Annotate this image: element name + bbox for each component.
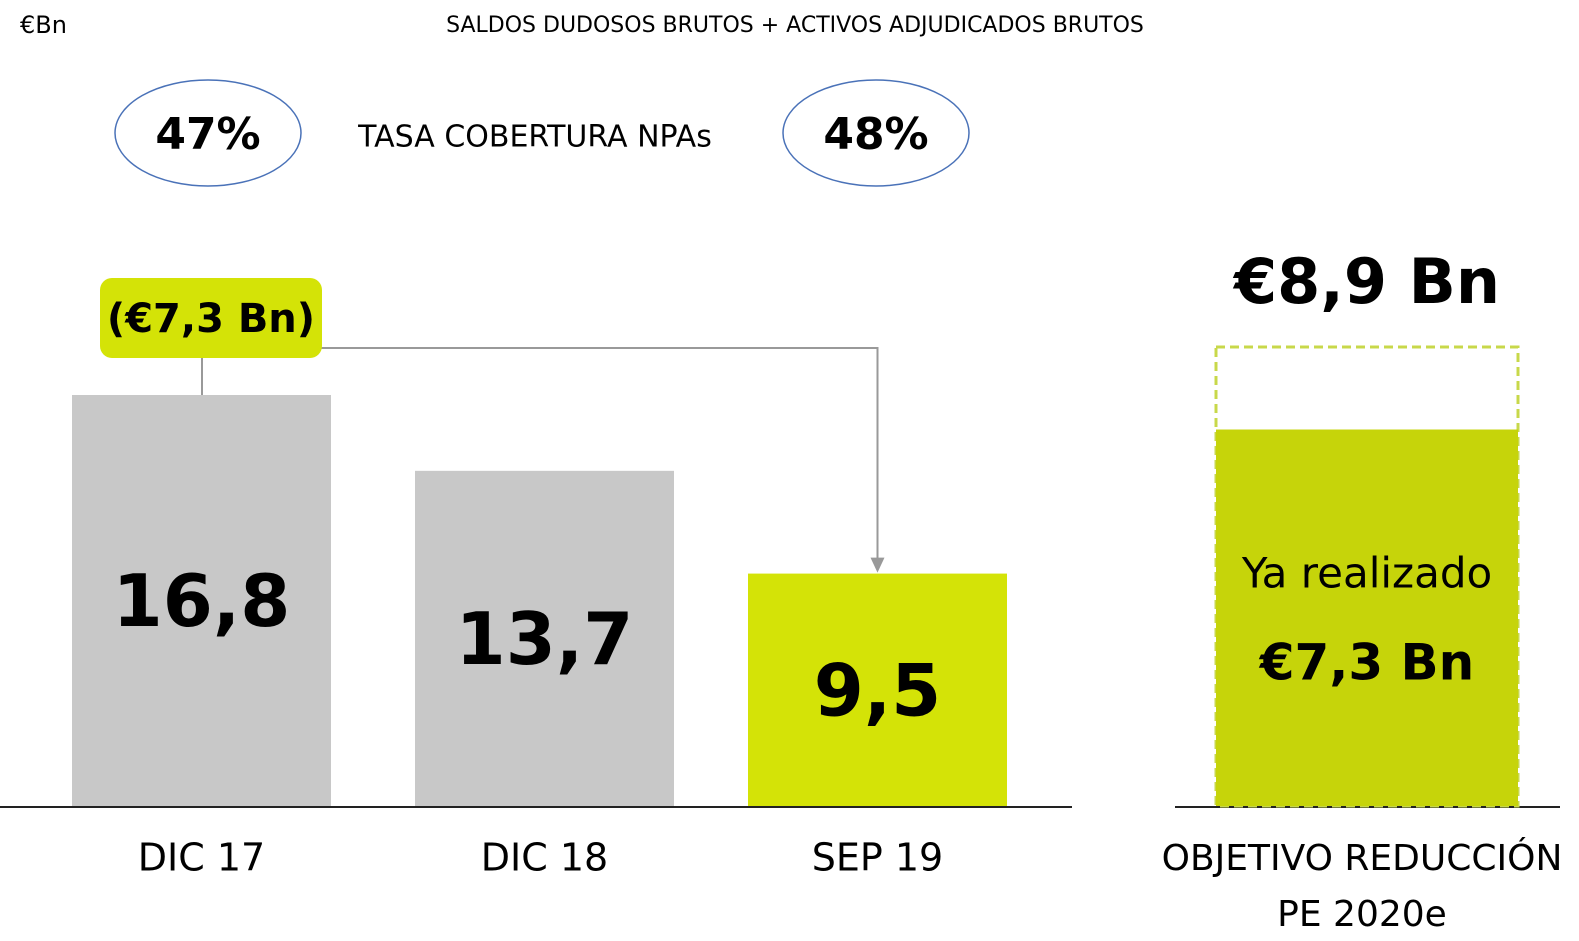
achieved-text: Ya realizado	[1241, 549, 1492, 598]
target-category: OBJETIVO REDUCCIÓN	[1162, 837, 1563, 879]
bar	[748, 573, 1007, 806]
achieved-label: €7,3 Bn	[1259, 634, 1474, 692]
arrow-head	[870, 557, 885, 573]
chart-title: SALDOS DUDOSOS BRUTOS + ACTIVOS ADJUDICA…	[446, 13, 1144, 38]
goal-label: €8,9 Bn	[1232, 245, 1500, 318]
reduction-label: (€7,3 Bn)	[107, 296, 315, 342]
achieved-bar	[1216, 429, 1518, 806]
x-tick-label: SEP 19	[812, 836, 943, 880]
unit-label: €Bn	[20, 11, 67, 39]
target-category: PE 2020e	[1277, 894, 1447, 935]
coverage-value: 48%	[823, 109, 928, 160]
coverage-ellipse	[782, 79, 970, 187]
value-label: 9,5	[814, 648, 942, 732]
x-tick-label: DIC 17	[138, 836, 265, 880]
bar	[415, 470, 674, 806]
reduction-badge	[100, 278, 322, 358]
bar	[72, 395, 331, 806]
value-label: 13,7	[456, 597, 634, 681]
coverage-label: TASA COBERTURA NPAs	[357, 120, 712, 155]
reduction-arrow	[320, 347, 879, 560]
x-tick-label: DIC 18	[481, 836, 608, 880]
value-label: 16,8	[113, 559, 291, 643]
coverage-ellipse	[114, 79, 302, 187]
coverage-value: 47%	[155, 109, 260, 160]
